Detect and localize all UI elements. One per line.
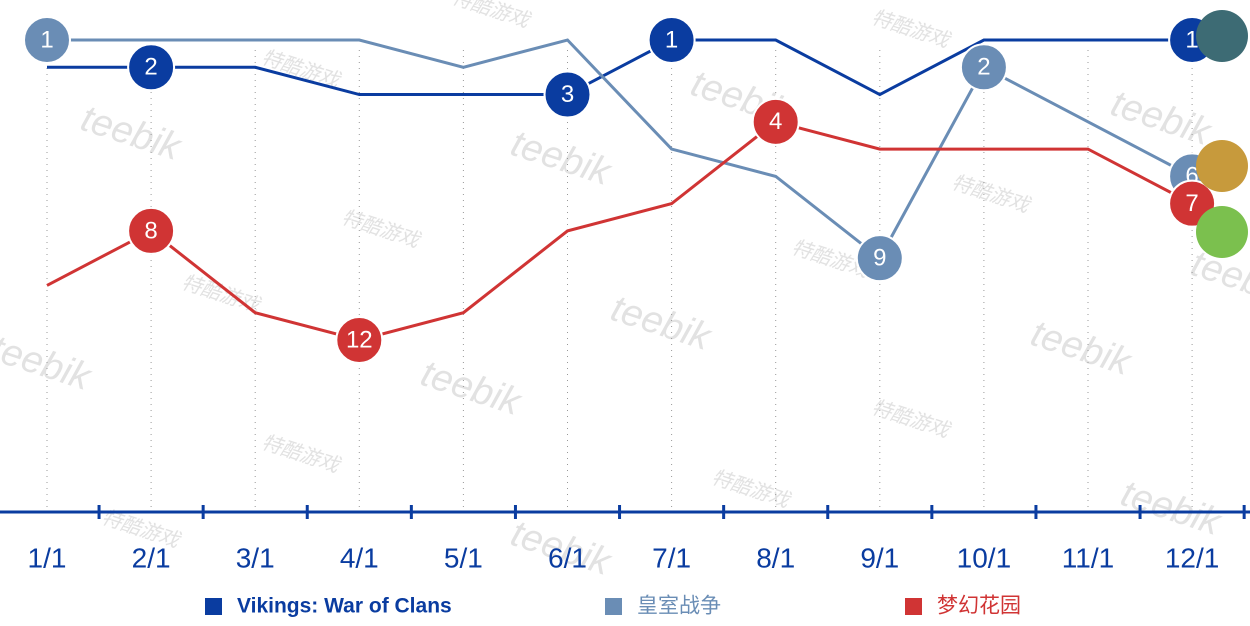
legend-label: 梦幻花园 [937, 595, 1021, 618]
x-tick-label: 1/1 [28, 542, 67, 573]
icon [1196, 10, 1248, 62]
series-line [46, 120, 1193, 342]
legend-label: Vikings: War of Clans [237, 595, 452, 618]
x-tick-label: 11/1 [1062, 542, 1114, 573]
data-label: 3 [561, 81, 574, 108]
rank-marker [23, 16, 71, 64]
watermark: 特酷游戏 [259, 431, 344, 477]
data-label: 2 [977, 54, 990, 81]
legend-label: 皇室战争 [637, 595, 721, 618]
rank-marker [127, 43, 176, 92]
icon [1196, 206, 1248, 258]
legend-swatch [905, 598, 922, 615]
x-tick-label: 7/1 [652, 542, 691, 573]
x-tick-label: 4/1 [340, 542, 379, 573]
rank-marker [543, 70, 592, 119]
x-tick-label: 3/1 [236, 542, 275, 573]
watermark: teebik [1106, 82, 1217, 154]
x-tick-label: 2/1 [132, 542, 171, 573]
watermark: 特酷游戏 [339, 206, 424, 252]
watermark: 特酷游戏 [949, 171, 1034, 217]
legend-swatch [205, 598, 222, 615]
data-label: 1 [665, 26, 678, 53]
watermark: teebik [0, 327, 97, 399]
data-label: 4 [769, 108, 782, 135]
data-label: 12 [346, 326, 373, 353]
legend: Vikings: War of Clans 皇室战争 梦幻花园 [205, 595, 1021, 618]
data-label: 7 [1185, 190, 1198, 217]
rank-marker [335, 316, 384, 364]
rank-marker [855, 234, 904, 283]
app-icons [1196, 10, 1248, 258]
data-label: 1 [40, 26, 53, 53]
watermark: 特酷游戏 [709, 466, 794, 512]
series-line [47, 38, 1193, 97]
data-label: 8 [144, 217, 157, 244]
rank-marker [127, 206, 176, 255]
data-label: 1 [1185, 26, 1198, 53]
watermark: teebik [76, 97, 187, 169]
watermark: 特酷游戏 [869, 396, 954, 442]
icon [1196, 140, 1248, 192]
watermark: teebik [606, 287, 717, 359]
rank-marker [647, 16, 696, 64]
x-tick-label: 5/1 [444, 542, 483, 573]
x-tick-label: 6/1 [548, 542, 587, 573]
watermark: teebik [1026, 312, 1137, 384]
grid: 1/1 2/1 3/1 4/1 5/1 6/1 7/1 8/1 9/1 10/1 11/1 12/1 [28, 50, 1246, 573]
watermark: 特酷游戏 [449, 0, 534, 33]
legend-swatch [605, 598, 622, 615]
x-tick-label: 8/1 [756, 542, 795, 573]
data-label: 2 [144, 54, 157, 81]
watermark: teebik [416, 352, 527, 424]
rank-marker [959, 43, 1008, 92]
watermark: teebik [1116, 472, 1227, 544]
rank-marker [751, 97, 800, 146]
x-tick-label: 10/1 [957, 542, 1012, 573]
watermark: 特酷游戏 [869, 6, 954, 52]
data-label: 9 [873, 245, 886, 272]
x-tick-label: 12/1 [1165, 542, 1220, 573]
x-tick-label: 9/1 [860, 542, 899, 573]
watermarks: teebik teebik teebik teebik teebik teebik teeb… [0, 0, 1250, 584]
watermark: teebik [506, 122, 617, 194]
